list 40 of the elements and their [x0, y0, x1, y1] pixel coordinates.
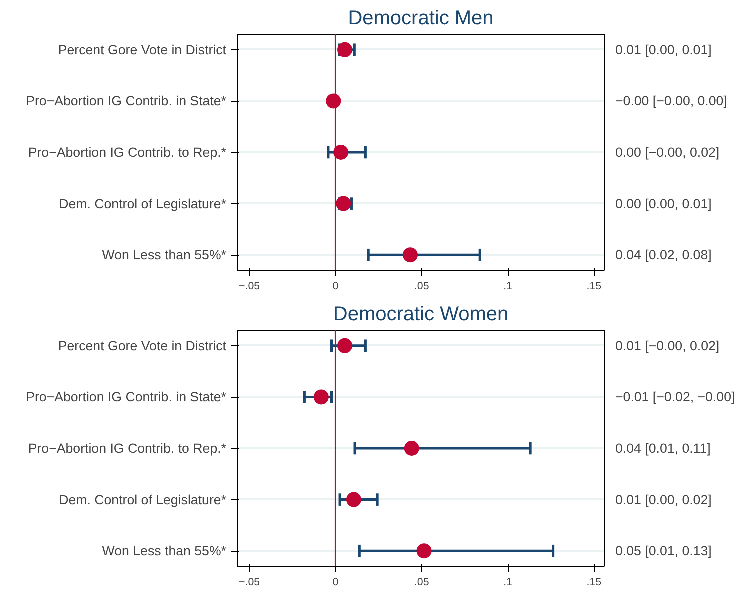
point — [402, 248, 418, 263]
point — [404, 441, 420, 456]
chart-title: Democratic Men — [348, 8, 494, 30]
y-tick-label: Dem. Control of Legislature* — [59, 196, 226, 212]
x-tick-label: .1 — [504, 280, 513, 292]
y-tick-label: Percent Gore Vote in District — [58, 42, 227, 58]
text: 0.05 [0.01, 0.13] — [616, 544, 712, 559]
x-tick-label: .05 — [414, 576, 430, 588]
text: 0.01 [−0.00, 0.02] — [616, 338, 720, 354]
point — [334, 145, 349, 160]
text: 0.00 [−0.00, 0.02] — [616, 145, 720, 160]
x-tick-label: .15 — [586, 280, 602, 292]
text: −0.00 [−0.00, 0.00] — [616, 94, 728, 109]
x-tick-label: −.05 — [239, 576, 260, 588]
point — [416, 544, 432, 559]
y-tick-label: Pro−Abortion IG Contrib. to Rep.* — [28, 441, 226, 456]
point — [338, 42, 353, 58]
y-tick-label: Won Less than 55%* — [102, 248, 227, 263]
x-tick-label: .1 — [504, 576, 513, 588]
y-tick-label: Pro−Abortion IG Contrib. in State* — [26, 390, 227, 405]
x-tick-label: 0 — [332, 280, 339, 292]
text: −0.01 [−0.02, −0.00] — [616, 390, 736, 405]
text: 0.01 [0.00, 0.01] — [616, 42, 712, 58]
x-tick-label: .15 — [586, 576, 602, 588]
x-tick-label: 0 — [332, 576, 339, 588]
point — [338, 338, 353, 354]
y-tick-label: Won Less than 55%* — [102, 544, 227, 559]
point — [314, 390, 329, 405]
y-tick-label: Dem. Control of Legislature* — [59, 492, 226, 508]
chart-title: Democratic Women — [333, 304, 509, 326]
point — [346, 492, 362, 508]
y-tick-label: Pro−Abortion IG Contrib. in State* — [26, 94, 227, 109]
y-tick-label: Percent Gore Vote in District — [58, 338, 227, 354]
text: 0.04 [0.02, 0.08] — [616, 248, 712, 263]
text: 0.01 [0.00, 0.02] — [616, 492, 712, 508]
x-tick-label: −.05 — [239, 280, 260, 292]
text: 0.04 [0.01, 0.11] — [616, 441, 711, 456]
x-tick-label: .05 — [414, 280, 430, 292]
text: 0.00 [0.00, 0.01] — [616, 196, 712, 212]
y-tick-label: Pro−Abortion IG Contrib. to Rep.* — [28, 145, 226, 160]
